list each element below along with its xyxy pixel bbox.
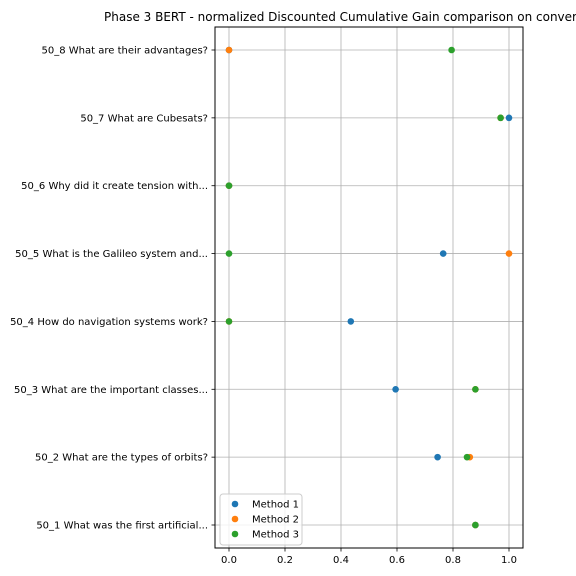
y-tick-label: 50_7 What are Cubesats? xyxy=(80,113,208,124)
grid-layer xyxy=(211,27,523,552)
y-tick-label: 50_4 How do navigation systems work? xyxy=(10,317,208,328)
legend: Method 1 Method 2 Method 3 xyxy=(219,493,303,546)
chart-title: Phase 3 BERT - normalized Discounted Cum… xyxy=(104,10,576,24)
data-point-method-1 xyxy=(439,250,447,257)
y-tick-label: 50_2 What are the types of orbits? xyxy=(35,453,208,464)
y-tick-label: 50_8 What are their advantages? xyxy=(42,46,208,57)
data-points xyxy=(225,46,513,529)
y-tick-label: 50_6 Why did it create tension with... xyxy=(21,181,208,192)
y-tick-label: 50_1 What was the first artificial... xyxy=(36,521,208,532)
legend-label: Method 2 xyxy=(252,515,299,526)
legend-label: Method 3 xyxy=(252,530,299,541)
x-tick-label: 0.0 xyxy=(221,555,237,566)
legend-marker xyxy=(231,530,239,538)
x-tick-label: 0.2 xyxy=(277,555,293,566)
y-tick-label: 50_5 What is the Galileo system and... xyxy=(15,249,208,260)
data-point-method-3 xyxy=(497,114,504,122)
data-point-method-3 xyxy=(472,385,479,393)
data-point-method-3 xyxy=(225,318,233,325)
x-axis-tick-labels: 0.0 0.2 0.4 0.6 0.8 1.0 xyxy=(221,555,517,566)
data-point-method-2 xyxy=(225,46,233,54)
x-tick-label: 0.4 xyxy=(333,555,349,566)
legend-box xyxy=(219,493,303,546)
y-axis-tick-labels: 50_1 What was the first artificial... 50_… xyxy=(10,46,208,532)
legend-marker xyxy=(231,500,239,508)
x-tick-label: 1.0 xyxy=(501,555,517,566)
x-tick-label: 0.6 xyxy=(389,555,405,566)
data-point-method-3 xyxy=(225,182,233,190)
data-point-method-3 xyxy=(472,521,479,529)
data-point-method-3 xyxy=(463,453,471,461)
data-point-method-1 xyxy=(392,385,399,393)
y-tick-label: 50_3 What are the important classes... xyxy=(14,385,208,396)
plot-frame xyxy=(214,26,524,549)
data-point-method-1 xyxy=(347,318,355,325)
legend-marker xyxy=(231,515,239,523)
data-point-method-3 xyxy=(225,250,233,257)
data-point-method-1 xyxy=(505,114,513,122)
data-point-method-1 xyxy=(434,453,441,461)
data-point-method-3 xyxy=(448,46,455,54)
data-point-method-2 xyxy=(505,250,513,257)
x-tick-label: 0.8 xyxy=(445,555,461,566)
legend-label: Method 1 xyxy=(252,500,299,511)
